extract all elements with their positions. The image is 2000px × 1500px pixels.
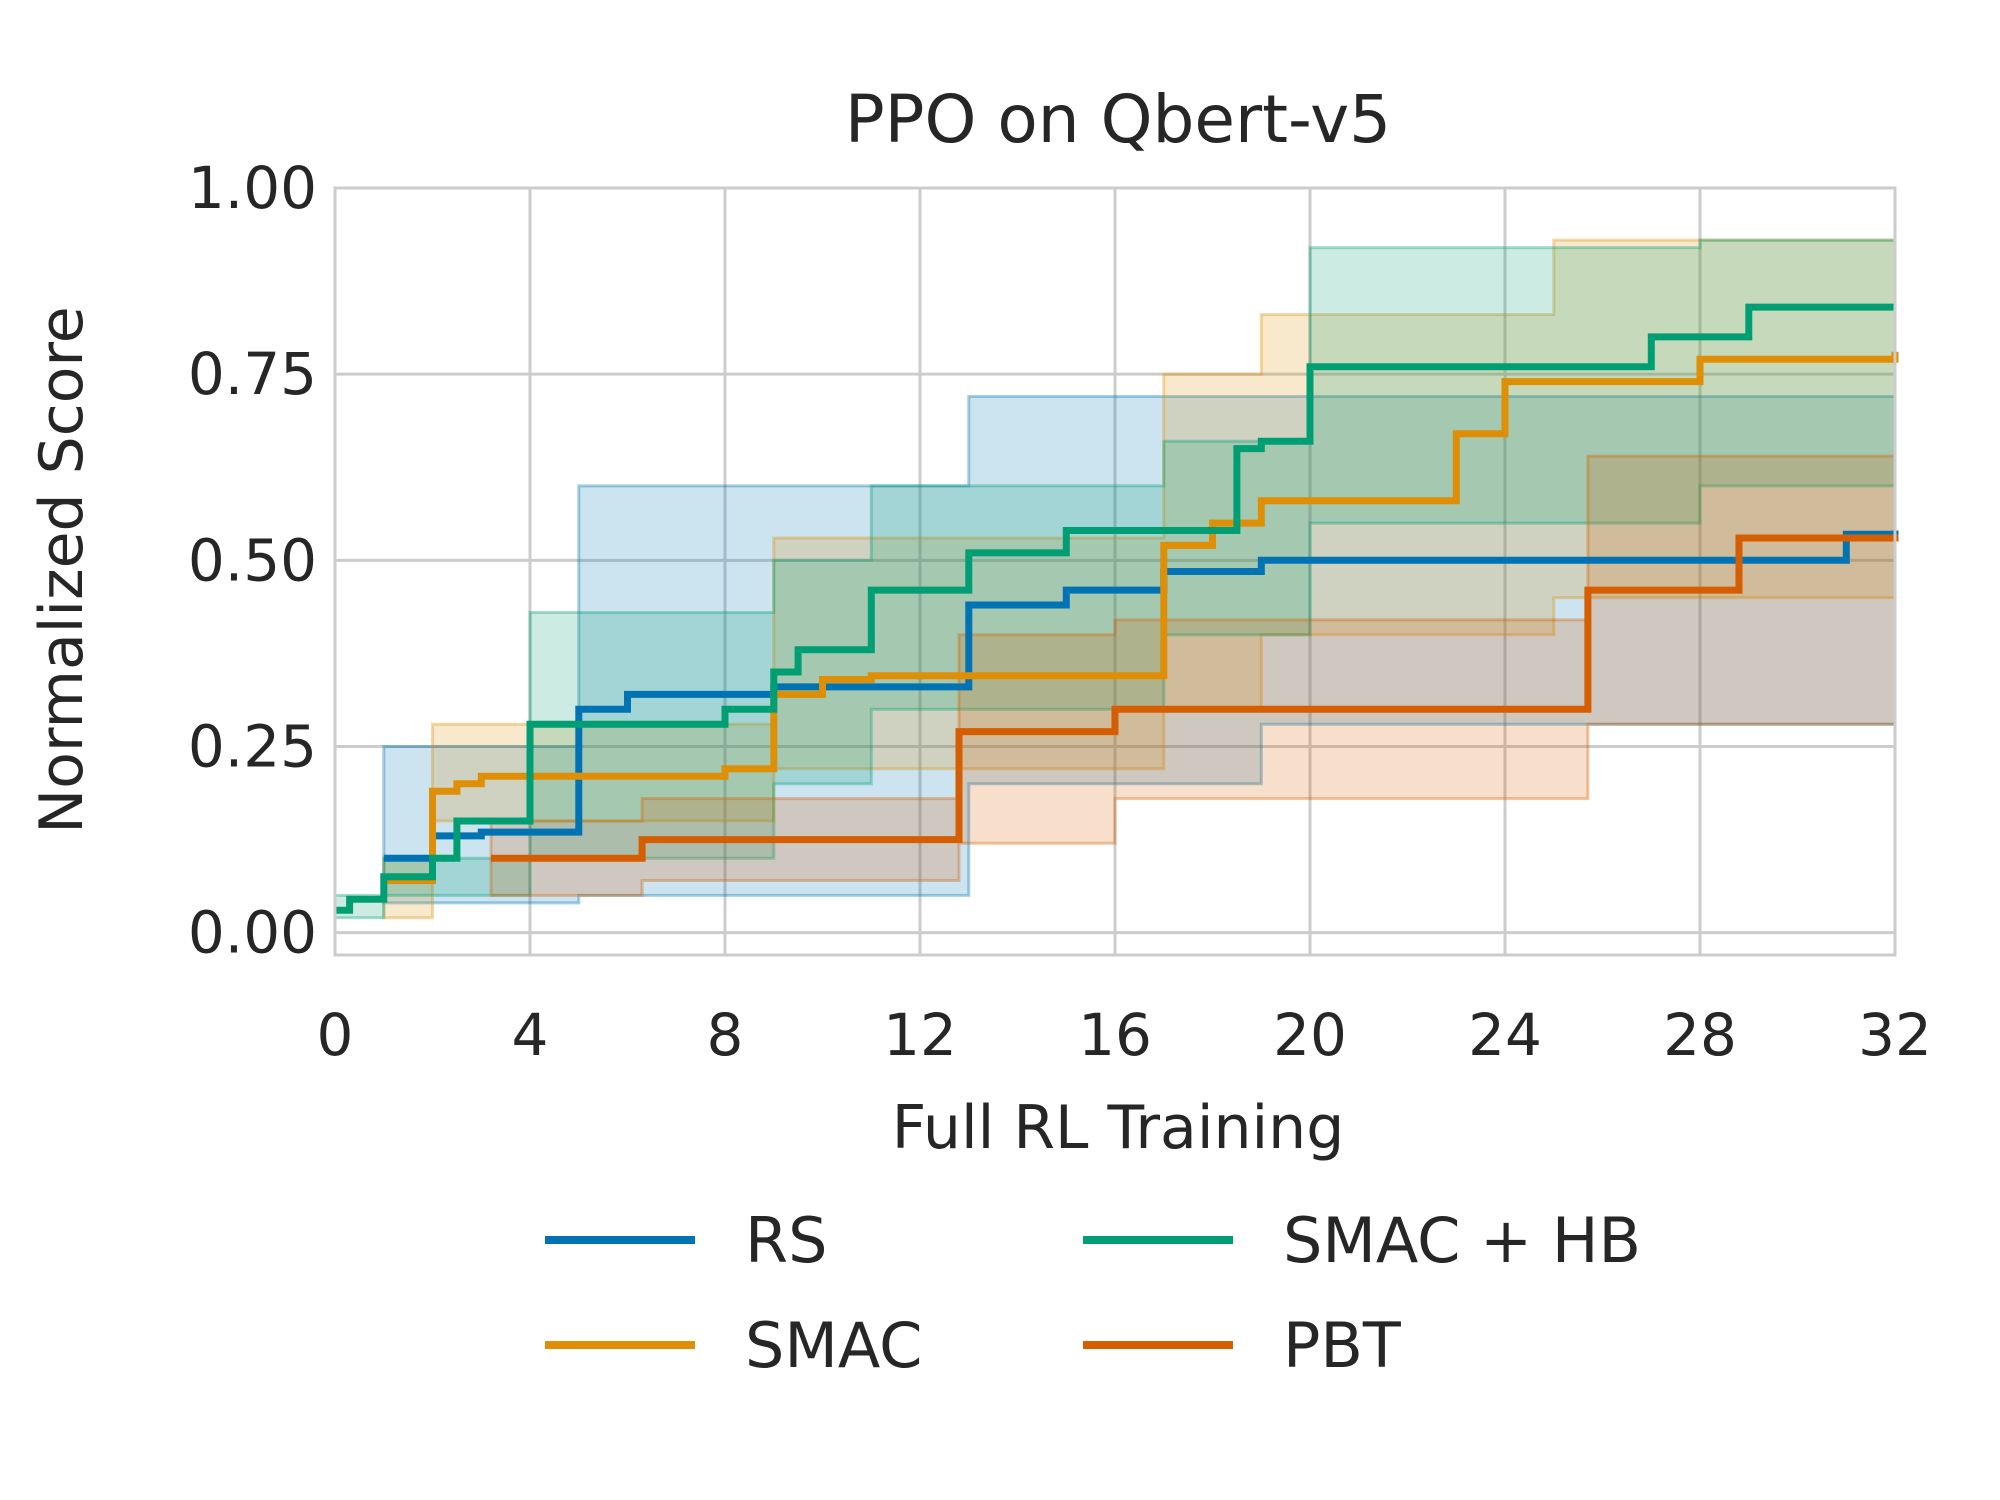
x-tick-label: 16 xyxy=(1078,1001,1152,1069)
plot-frame xyxy=(333,186,1897,957)
chart-title: PPO on Qbert-v5 xyxy=(845,81,1391,158)
y-tick-label: 0.50 xyxy=(188,526,317,594)
legend-label-pbt: PBT xyxy=(1283,1309,1402,1382)
tick-labels: 0 4 8 12 16 20 24 28 32 0.00 0.25 0.50 0.75 1.00 xyxy=(188,154,1932,1069)
y-tick-label: 0.25 xyxy=(188,712,317,780)
x-tick-label: 0 xyxy=(317,1001,354,1069)
line-rs xyxy=(383,530,1899,862)
line-smac-hb xyxy=(335,303,1895,914)
x-axis-label: Full RL Training xyxy=(892,1093,1345,1163)
x-tick-label: 4 xyxy=(512,1001,549,1069)
legend: RS SMAC SMAC + HB PBT xyxy=(545,1204,1641,1382)
y-tick-label: 0.75 xyxy=(188,340,317,408)
y-axis-label: Normalized Score xyxy=(27,306,97,833)
legend-label-smac: SMAC xyxy=(745,1309,922,1382)
x-tick-label: 8 xyxy=(707,1001,744,1069)
x-tick-label: 32 xyxy=(1858,1001,1932,1069)
x-tick-label: 24 xyxy=(1468,1001,1542,1069)
legend-label-rs: RS xyxy=(745,1204,827,1277)
series-lines xyxy=(335,303,1899,914)
y-tick-label: 0.00 xyxy=(188,899,317,967)
line-pbt xyxy=(491,534,1899,862)
x-tick-label: 28 xyxy=(1663,1001,1737,1069)
y-tick-label: 1.00 xyxy=(188,154,317,222)
line-smac xyxy=(383,351,1899,884)
legend-label-smac-hb: SMAC + HB xyxy=(1283,1204,1641,1277)
x-tick-label: 12 xyxy=(883,1001,957,1069)
x-tick-label: 20 xyxy=(1273,1001,1347,1069)
